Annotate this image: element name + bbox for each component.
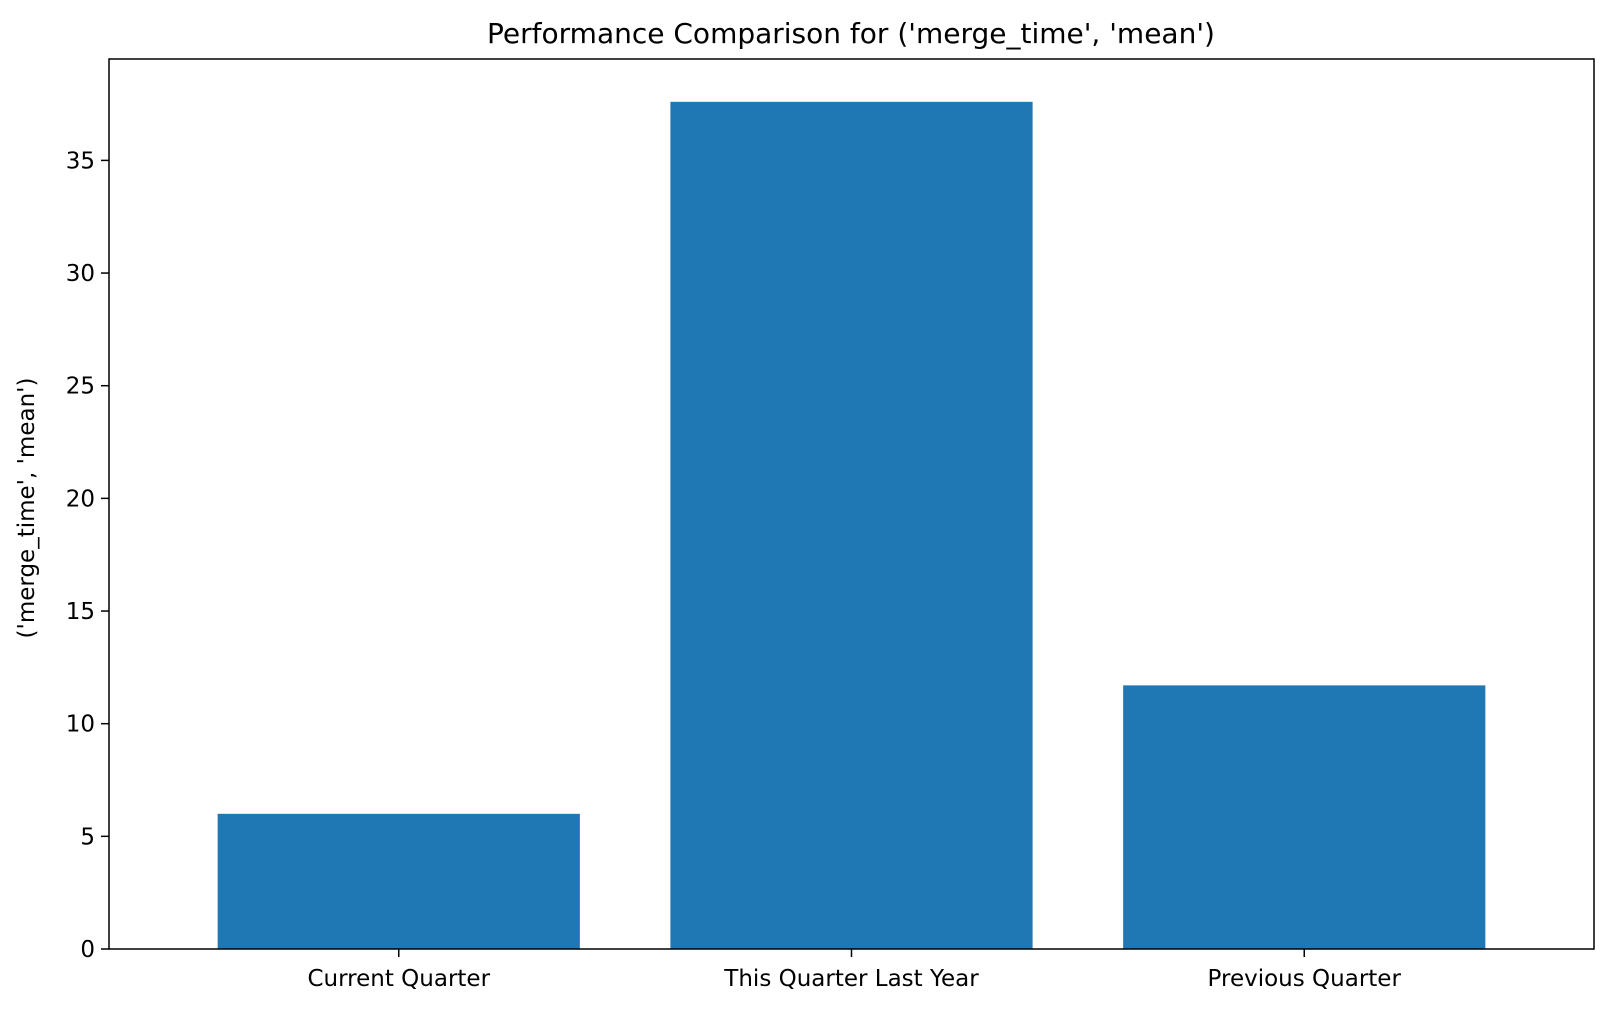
y-tick-label: 0 bbox=[80, 937, 95, 963]
x-tick-label: Previous Quarter bbox=[1208, 966, 1402, 992]
y-tick-label: 25 bbox=[66, 374, 95, 400]
x-tick-label: Current Quarter bbox=[307, 966, 490, 992]
y-tick-label: 15 bbox=[66, 599, 95, 625]
bars-layer bbox=[217, 101, 1486, 950]
y-tick-label: 10 bbox=[66, 712, 95, 738]
bar-current-quarter bbox=[217, 813, 580, 949]
y-tick-label: 20 bbox=[66, 486, 95, 512]
bar-this-quarter-last-year bbox=[670, 101, 1033, 950]
y-axis: 0 5 10 15 20 25 30 35 bbox=[66, 148, 109, 963]
y-tick-label: 30 bbox=[66, 261, 95, 287]
y-axis-label: ('merge_time', 'mean') bbox=[14, 378, 40, 639]
y-tick-label: 35 bbox=[66, 148, 95, 174]
x-tick-label: This Quarter Last Year bbox=[723, 966, 979, 992]
x-axis: Current Quarter This Quarter Last Year Pre… bbox=[307, 949, 1401, 992]
y-tick-label: 5 bbox=[80, 824, 95, 850]
chart-title: Performance Comparison for ('merge_time'… bbox=[487, 17, 1215, 50]
bar-previous-quarter bbox=[1123, 685, 1486, 949]
plot-frame bbox=[108, 58, 1595, 950]
